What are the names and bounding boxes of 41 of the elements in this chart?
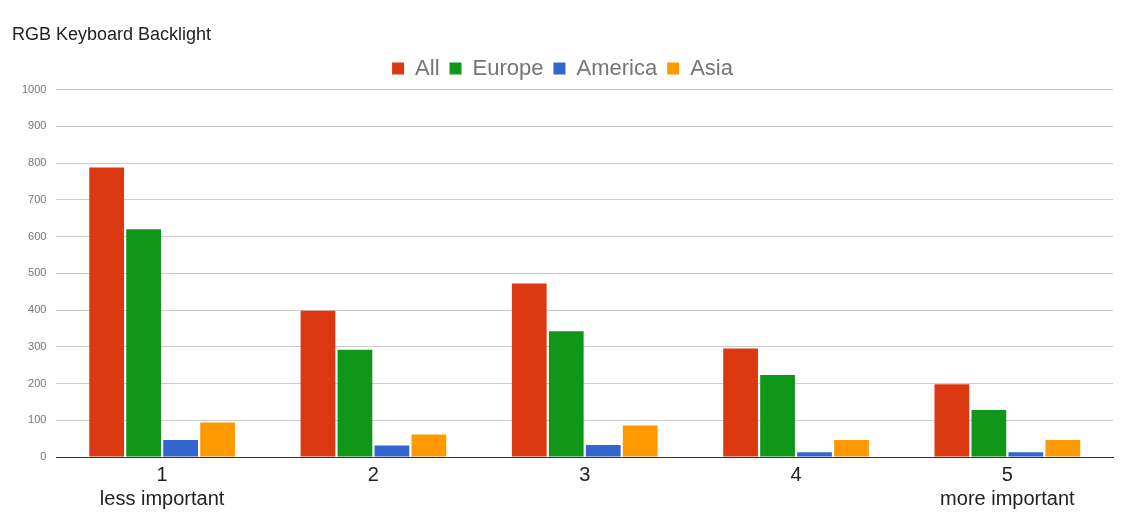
bar xyxy=(163,440,198,457)
y-tick-label: 800 xyxy=(28,156,47,169)
bar xyxy=(511,283,547,457)
bar xyxy=(300,310,336,457)
legend-label: America xyxy=(576,54,658,80)
bar xyxy=(622,425,658,457)
y-tick-label: 100 xyxy=(28,413,47,426)
y-tick-label: 500 xyxy=(28,266,47,279)
y-tick-label: 600 xyxy=(28,229,47,242)
x-tick-label: 5 more important xyxy=(940,462,1076,509)
bar xyxy=(585,444,621,457)
bar xyxy=(834,440,869,457)
legend-label: Asia xyxy=(690,54,734,80)
bar xyxy=(1008,452,1044,457)
x-tick-label: 3 xyxy=(579,462,591,485)
legend-label: All xyxy=(415,54,440,80)
bar xyxy=(797,452,832,457)
y-tick-label: 400 xyxy=(28,303,47,316)
y-tick-label: 700 xyxy=(28,192,47,205)
bar xyxy=(934,384,970,457)
y-tick-label: 200 xyxy=(28,376,47,389)
bar xyxy=(200,422,235,457)
bar xyxy=(337,349,373,457)
bar xyxy=(411,434,447,457)
chart-title: RGB Keyboard Backlight xyxy=(12,23,212,44)
bar xyxy=(89,167,125,457)
bar xyxy=(374,445,410,457)
legend-label: Europe xyxy=(472,54,544,80)
bar xyxy=(126,229,162,457)
x-tick-label: 1 less important xyxy=(99,462,225,509)
bar xyxy=(548,331,584,457)
bar xyxy=(971,409,1007,457)
y-tick-label: 300 xyxy=(28,339,47,352)
bar xyxy=(1045,440,1081,457)
y-tick-label: 0 xyxy=(40,450,47,463)
bar xyxy=(723,348,758,457)
y-tick-label: 1000 xyxy=(21,82,47,95)
x-tick-label: 4 xyxy=(790,462,802,485)
bar xyxy=(760,375,795,457)
x-tick-label: 2 xyxy=(367,462,379,485)
y-tick-label: 900 xyxy=(28,119,47,132)
